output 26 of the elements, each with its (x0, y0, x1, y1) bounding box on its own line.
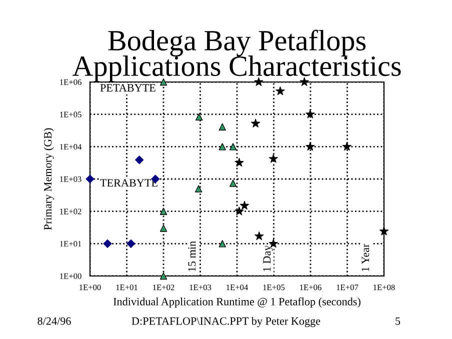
y-tick-label: 1E+01 (60, 241, 82, 247)
text: D:PETAFLOP\INAC.PPT by Peter Kogge (132, 316, 320, 328)
y-tick-label: 1E+00 (60, 273, 82, 279)
x-tick-label: 1E+01 (116, 284, 138, 290)
y-tick-label: 1E+05 (60, 112, 82, 118)
text: 5 (396, 317, 400, 325)
x-tick-label: 1E+05 (263, 284, 285, 290)
y-tick-label: 1E+04 (60, 144, 82, 150)
y-tick-label: 1E+02 (60, 208, 82, 214)
annotation: 15 min (188, 241, 196, 272)
annotation: PETABYTE (100, 84, 156, 92)
x-tick-label: 1E+06 (300, 284, 322, 290)
x-tick-label: 1E+04 (226, 284, 248, 290)
x-tick-label: 1E+03 (190, 284, 212, 290)
x-tick-label: 1E+02 (153, 284, 174, 290)
annotation: TERABYTE (100, 179, 158, 187)
annotation: 1 Day (263, 245, 273, 272)
x-axis-title: Individual Application Runtime @ 1 Petaflop (seconds) (113, 297, 360, 308)
y-tick-label: 1E+06 (60, 79, 82, 85)
y-tick-label: 1E+03 (60, 176, 82, 182)
y-axis-title: Primary Memory (GB) (44, 128, 54, 230)
text: 8/24/96 (38, 317, 71, 325)
x-tick-label: 1E+00 (80, 284, 101, 290)
annotation: 1 Year (362, 244, 370, 272)
x-tick-label: 1E+08 (374, 284, 395, 290)
x-tick-label: 1E+07 (336, 284, 358, 290)
